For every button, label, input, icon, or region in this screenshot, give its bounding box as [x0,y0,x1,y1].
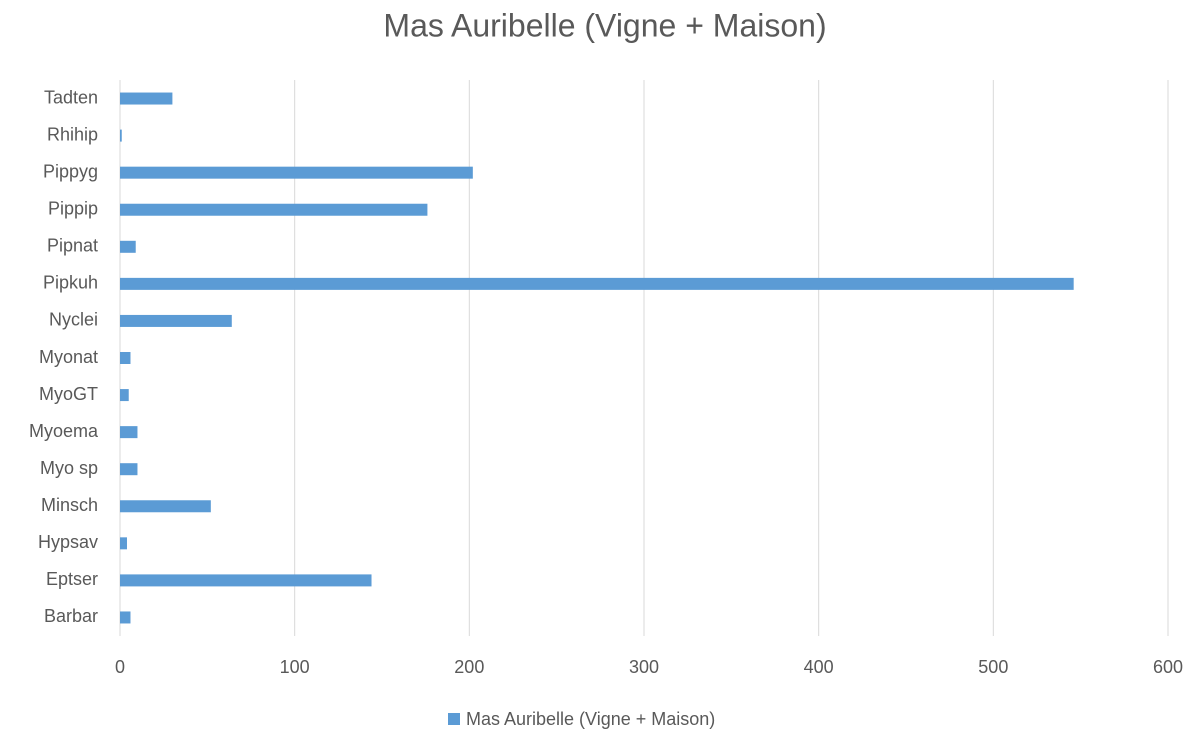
y-tick-label: Pippyg [43,161,98,181]
bar [120,314,232,327]
y-tick-label: Eptser [46,569,98,589]
bar [120,203,428,216]
y-tick-label: Myo sp [40,458,98,478]
legend-swatch [448,713,460,725]
bar [120,389,129,402]
x-tick-label: 100 [280,657,310,677]
y-tick-label: Pipnat [47,236,98,256]
x-tick-label: 200 [454,657,484,677]
y-tick-label: Nyclei [49,310,98,330]
x-tick-label: 300 [629,657,659,677]
bar [120,537,127,550]
bar [120,129,122,142]
bar [120,166,473,179]
x-tick-label: 0 [115,657,125,677]
y-tick-label: MyoGT [39,384,98,404]
bar [120,426,138,439]
bar [120,92,173,105]
y-tick-label: Rhihip [47,124,98,144]
x-tick-label: 400 [804,657,834,677]
bar [120,277,1074,290]
bar [120,463,138,476]
bar [120,611,131,624]
y-tick-label: Pipkuh [43,273,98,293]
legend-label: Mas Auribelle (Vigne + Maison) [466,709,715,729]
y-tick-label: Pippip [48,198,98,218]
chart-title: Mas Auribelle (Vigne + Maison) [383,7,826,43]
x-tick-label: 500 [978,657,1008,677]
y-tick-label: Myonat [39,347,98,367]
y-tick-label: Tadten [44,87,98,107]
y-tick-label: Minsch [41,495,98,515]
bar [120,574,372,587]
y-tick-label: Barbar [44,606,98,626]
bar [120,240,136,253]
bar [120,500,211,513]
bar [120,352,131,364]
y-tick-label: Myoema [29,421,99,441]
y-tick-label: Hypsav [38,532,98,552]
x-tick-label: 600 [1153,657,1183,677]
